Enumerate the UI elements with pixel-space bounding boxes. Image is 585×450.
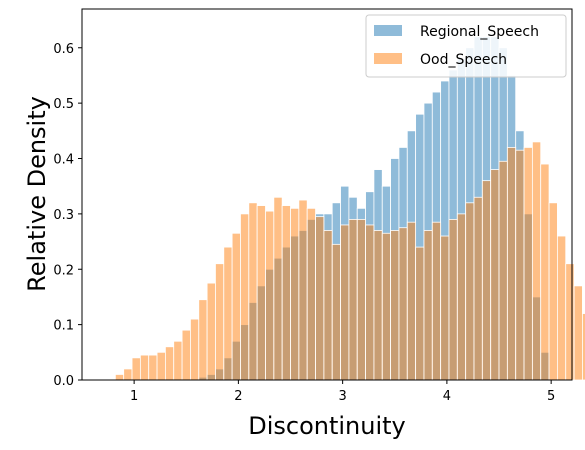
x-axis-title: Discontinuity [248,412,406,440]
x-tick-label: 2 [234,389,242,404]
bar-ood-speech [114,374,125,381]
bar-ood-speech [498,160,508,381]
x-tick-label: 1 [130,389,138,404]
bar-ood-speech [148,354,158,381]
legend: Regional_Speech Ood_Speech [365,14,567,78]
bar-ood-speech [198,299,208,381]
y-axis-ticks: 0.0 0.1 0.2 0.3 0.4 0.5 0.6 [53,42,82,389]
bar-ood-speech [164,346,175,381]
bar-ood-speech [398,227,408,381]
y-tick-label: 0.6 [53,42,74,57]
bar-ood-speech [273,196,283,381]
plot-frame [81,8,573,381]
bar-ood-speech [290,207,300,381]
y-tick-label: 0.3 [53,208,74,223]
legend-swatch-ood-speech [374,53,402,64]
bar-ood-speech [181,329,191,381]
y-tick-label: 0.1 [53,319,74,334]
bar-ood-speech [531,141,542,381]
bar-ood-speech [523,147,533,381]
bar-ood-speech [281,205,291,381]
bar-ood-speech [223,246,233,381]
bar-ood-speech [323,230,333,381]
bar-ood-speech [206,282,216,381]
bar-ood-speech [548,202,558,381]
bar-ood-speech [331,243,341,381]
bar-ood-speech [431,221,442,381]
y-tick-label: 0.5 [53,97,74,112]
bar-ood-speech [423,230,433,381]
bar-ood-speech [540,163,550,381]
bar-ood-speech [481,180,492,381]
bar-ood-speech [557,235,567,381]
legend-swatch-regional-speech [374,25,402,36]
y-tick-label: 0.0 [53,374,74,389]
bar-ood-speech [156,351,166,381]
x-axis-ticks: 1 2 3 4 5 [130,380,555,404]
legend-label-regional-speech: Regional_Speech [420,24,539,40]
bar-ood-speech [298,199,308,381]
y-axis-title: Relative Density [23,96,51,292]
bar-ood-speech [582,313,585,381]
bar-ood-speech [306,207,316,381]
bar-ood-speech [448,219,458,381]
legend-box [365,14,567,78]
bar-ood-speech [265,210,275,381]
bar-ood-speech [365,224,375,381]
bar-ood-speech [506,147,517,381]
bar-ood-speech [490,169,500,381]
y-tick-label: 0.4 [53,153,74,168]
bar-ood-speech [390,230,400,381]
bar-ood-speech [515,149,525,381]
y-tick-label: 0.2 [53,263,74,278]
bar-ood-speech [373,230,383,381]
bars-layer [114,36,585,381]
bar-ood-speech [173,340,183,381]
bar-ood-speech [473,196,483,381]
bar-ood-speech [356,219,366,381]
bar-ood-speech [240,213,250,381]
bar-ood-speech [415,246,425,381]
x-tick-label: 5 [547,389,555,404]
bar-ood-speech [465,202,475,381]
bar-ood-speech [565,263,575,381]
bar-ood-speech [348,219,358,381]
bar-ood-speech [256,205,266,381]
bar-ood-speech [406,221,417,381]
bar-ood-speech [231,232,241,381]
bar-ood-speech [248,202,258,381]
x-tick-label: 4 [443,389,451,404]
legend-label-ood-speech: Ood_Speech [420,52,507,68]
bar-ood-speech [315,216,325,381]
bar-ood-speech [190,318,200,381]
bar-ood-speech [573,285,583,381]
bar-ood-speech [215,263,225,381]
bar-ood-speech [456,213,467,381]
bar-ood-speech [440,235,450,381]
bar-ood-speech [123,368,133,381]
bar-ood-speech [131,357,141,381]
x-tick-label: 3 [338,389,346,404]
bar-ood-speech [381,232,392,381]
bar-ood-speech [340,224,350,381]
bar-ood-speech [139,354,150,381]
